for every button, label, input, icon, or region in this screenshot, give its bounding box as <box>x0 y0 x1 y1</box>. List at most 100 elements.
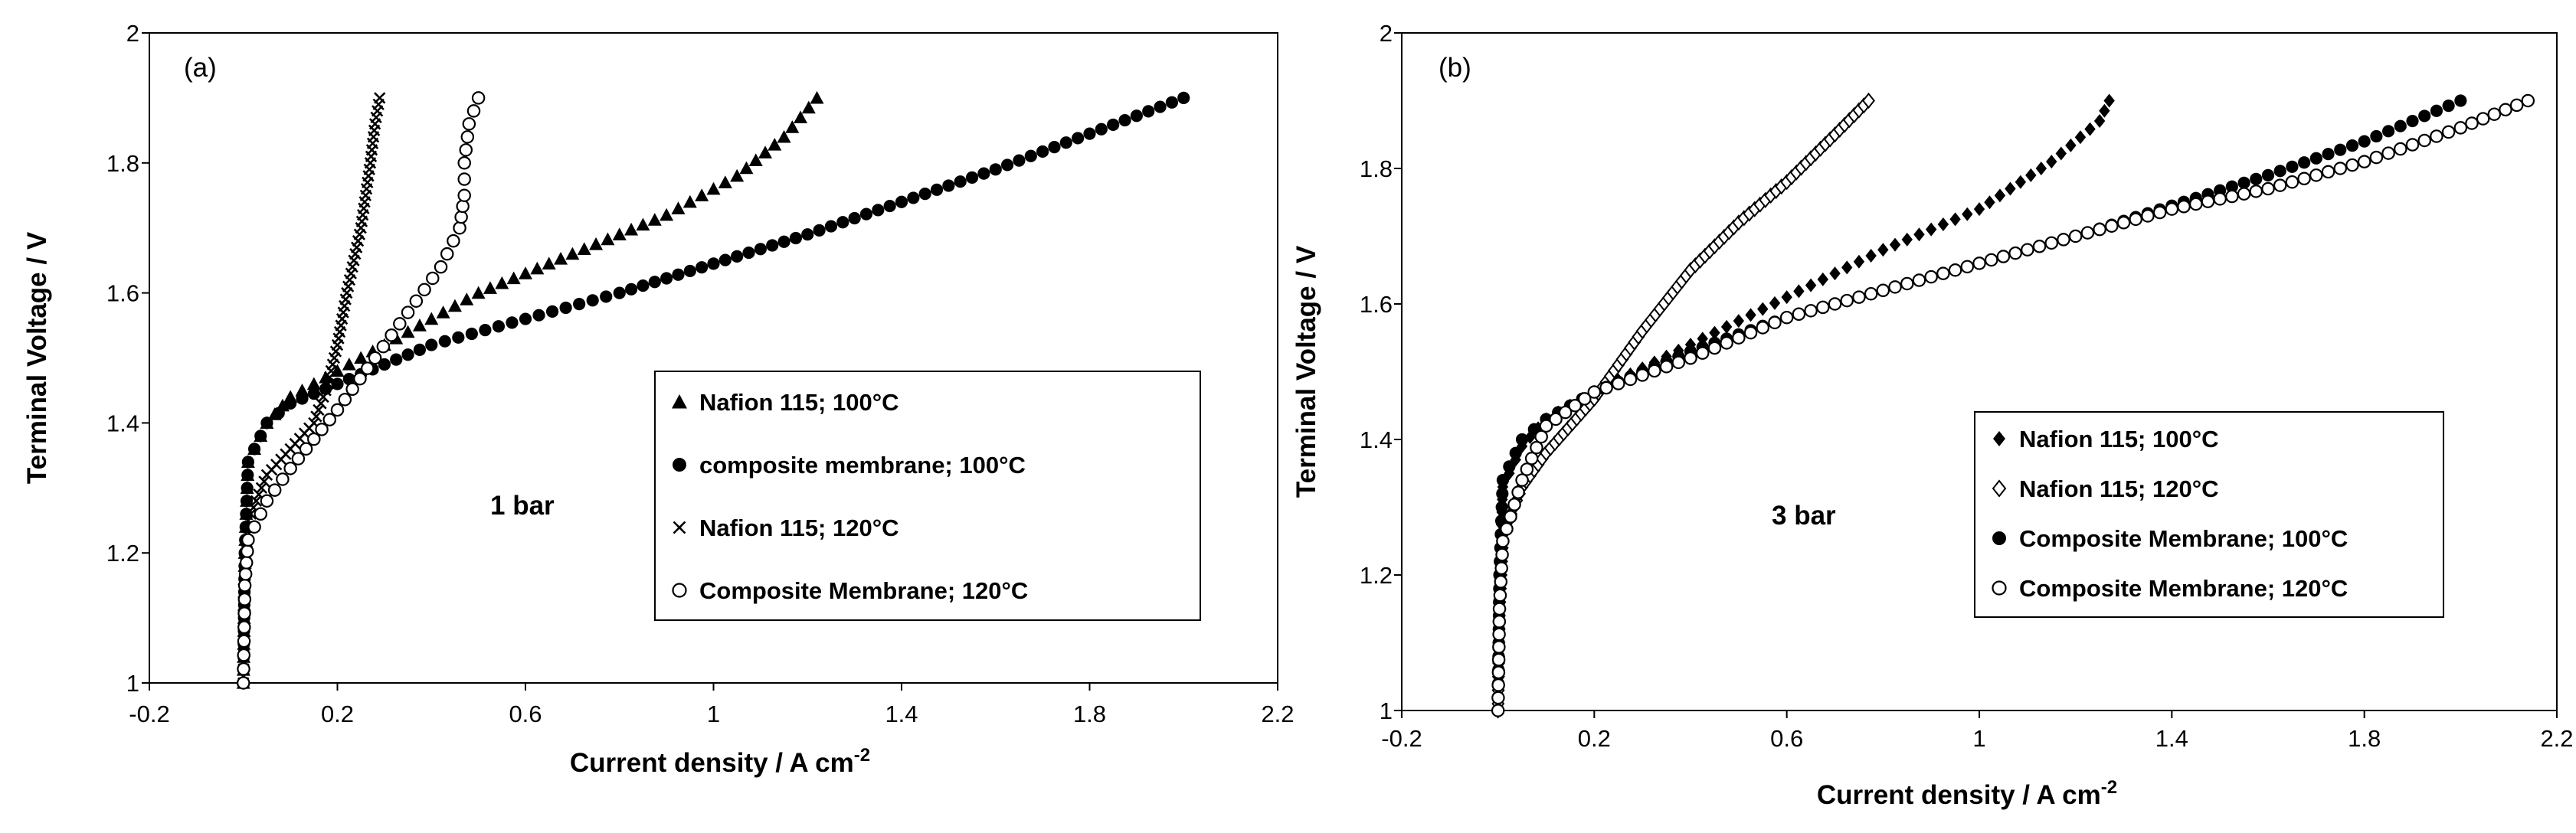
data-point <box>492 320 506 333</box>
data-point <box>930 183 944 196</box>
data-point <box>483 281 497 294</box>
data-point <box>648 276 661 289</box>
data-point <box>758 145 773 158</box>
data-point <box>532 309 545 322</box>
data-point <box>237 662 250 676</box>
data-point <box>1984 195 1995 210</box>
data-point <box>754 243 767 256</box>
data-point <box>612 227 627 240</box>
legend-label: Nafion 115; 120°C <box>2019 475 2219 502</box>
y-tick-label: 2 <box>126 20 139 47</box>
data-point <box>353 371 367 386</box>
chart-panel-a: 1 1.2 1.4 1.6 1.8 2 -0.2 0.2 0.6 1 1.4 1.8 2.2 Termin… <box>22 20 1295 778</box>
data-point <box>824 220 838 233</box>
data-point <box>1024 149 1037 162</box>
data-point <box>718 175 732 188</box>
x-tick-label: 1.8 <box>1073 701 1106 727</box>
data-point <box>2084 122 2096 136</box>
data-point <box>258 475 270 488</box>
x-tick-label: 1 <box>1972 725 1985 752</box>
data-point <box>342 372 355 386</box>
data-point <box>1707 341 1722 355</box>
data-point <box>810 90 824 104</box>
data-point <box>237 676 250 690</box>
data-point <box>1494 561 1508 575</box>
legend-label: Nafion 115; 100°C <box>699 389 899 416</box>
y-tick-label: 1.2 <box>1360 562 1393 589</box>
data-point <box>1612 377 1625 390</box>
data-point <box>317 390 329 403</box>
series-2 <box>1491 92 1875 719</box>
data-point <box>1888 280 1902 294</box>
data-point <box>244 508 257 520</box>
data-point <box>1511 485 1525 499</box>
data-point <box>1743 325 1758 340</box>
data-point <box>777 235 790 248</box>
data-point <box>1864 286 1878 301</box>
data-point <box>1496 534 1510 548</box>
panel-label: (a) <box>184 53 217 83</box>
data-point <box>1671 355 1686 370</box>
data-point <box>319 384 332 397</box>
data-point <box>1816 300 1830 315</box>
data-point <box>1059 136 1072 149</box>
data-point <box>718 253 732 266</box>
data-point <box>338 393 352 407</box>
data-point <box>2286 160 2299 173</box>
data-point <box>307 432 321 446</box>
data-point <box>1496 487 1509 500</box>
data-point <box>1495 501 1508 514</box>
data-point <box>393 317 407 331</box>
data-point <box>417 283 431 297</box>
data-point <box>322 413 337 426</box>
data-point <box>319 382 332 395</box>
data-point <box>342 357 356 371</box>
data-point <box>1495 547 1509 562</box>
data-point <box>1949 212 1961 227</box>
data-point <box>1524 452 1539 466</box>
legend: Nafion 115; 100°C composite membrane; 100… <box>654 371 1201 621</box>
data-point <box>2309 168 2323 182</box>
data-point <box>1118 113 1131 127</box>
legend-marker <box>1992 580 2007 596</box>
data-point <box>2358 135 2371 148</box>
legend-marker <box>672 394 687 409</box>
data-point <box>1177 91 1190 104</box>
data-point <box>374 92 386 104</box>
data-point <box>1587 385 1602 399</box>
y-axis-title: Terminal Voltage / V <box>1291 245 1321 498</box>
data-point <box>296 392 309 405</box>
data-point <box>2025 168 2037 182</box>
data-point <box>2015 175 2027 189</box>
data-point <box>2381 146 2395 160</box>
data-point <box>2141 209 2155 223</box>
x-tick-label: -0.2 <box>1381 725 1422 752</box>
data-point <box>424 312 439 325</box>
data-point <box>1996 250 2011 263</box>
legend-marker <box>1992 479 2007 498</box>
data-point <box>519 266 532 279</box>
data-point <box>2225 189 2239 204</box>
data-point <box>254 507 268 521</box>
data-point <box>460 292 474 305</box>
data-point <box>1165 96 1179 109</box>
data-point <box>2099 103 2110 118</box>
x-tick-label: 0.2 <box>321 701 354 727</box>
data-point <box>2225 180 2238 193</box>
data-point <box>1549 412 1563 426</box>
data-point <box>942 179 955 192</box>
data-point <box>2065 138 2077 152</box>
data-point <box>284 397 297 410</box>
data-point <box>241 482 254 495</box>
data-point <box>1013 154 1026 167</box>
data-point <box>1924 270 1938 284</box>
data-point <box>895 195 908 208</box>
data-point <box>457 156 471 170</box>
data-point <box>390 353 403 366</box>
x-axis-title-superscript: -2 <box>2101 777 2117 798</box>
data-point <box>554 252 568 265</box>
data-point <box>2249 185 2263 198</box>
data-point <box>368 351 382 365</box>
data-point <box>1072 132 1085 145</box>
data-point <box>267 483 282 497</box>
